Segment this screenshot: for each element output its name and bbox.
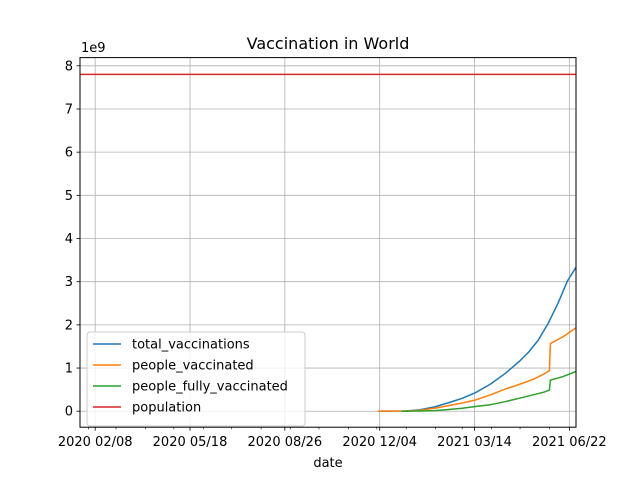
legend-label: population <box>132 401 201 416</box>
y-tick-label: 0 <box>65 405 73 420</box>
series-line-people-fully-vaccinated <box>401 370 577 412</box>
x-axis-label: date <box>313 456 342 471</box>
legend-label: people_fully_vaccinated <box>132 380 288 395</box>
series-line-total-vaccinations <box>377 266 577 412</box>
x-tick-label: 2020 02/08 <box>58 435 133 450</box>
y-tick-label: 1 <box>65 362 73 377</box>
y-tick-label: 7 <box>65 102 73 117</box>
series-line-people-vaccinated <box>377 327 577 412</box>
x-tick-label: 2020 05/18 <box>153 435 228 450</box>
grid-lines <box>80 57 576 428</box>
x-axis: 2020 02/08 2020 05/18 2020 08/26 2020 12/04… <box>58 427 607 450</box>
y-tick-label: 2 <box>65 318 73 333</box>
x-tick-label: 2020 12/04 <box>342 435 417 450</box>
legend-label: total_vaccinations <box>132 338 250 353</box>
y-tick-label: 5 <box>65 189 73 204</box>
legend: total_vaccinations people_vaccinatedpeopl… <box>86 331 306 427</box>
y-tick-label: 3 <box>65 275 73 290</box>
x-tick-label: 2021 03/14 <box>437 435 512 450</box>
y-axis: 0 1 2 3 4 5 6 7 8 <box>65 59 80 420</box>
x-tick-label: 2021 06/22 <box>532 435 607 450</box>
plot-frame <box>79 57 577 428</box>
y-tick-label: 6 <box>65 146 73 161</box>
legend-box <box>86 331 306 427</box>
legend-label: people_vaccinated <box>132 359 254 374</box>
y-tick-label: 8 <box>65 59 73 74</box>
x-tick-label: 2020 08/26 <box>248 435 323 450</box>
chart-title: Vaccination in World <box>247 34 410 53</box>
series-lines <box>80 73 577 412</box>
y-tick-label: 4 <box>65 232 73 247</box>
y-axis-offset-text: 1e9 <box>81 41 106 56</box>
